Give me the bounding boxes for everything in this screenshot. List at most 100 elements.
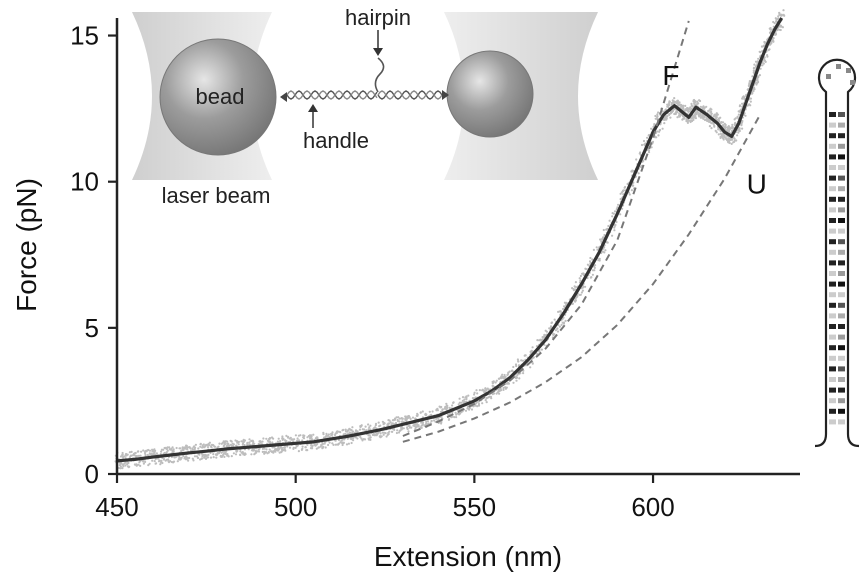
scatter-point <box>396 429 399 432</box>
scatter-point <box>556 327 559 330</box>
scatter-point <box>311 438 314 441</box>
scatter-point <box>237 443 240 446</box>
scatter-point <box>119 467 122 470</box>
scatter-point <box>522 372 525 375</box>
scatter-point <box>478 389 481 392</box>
scatter-point <box>396 419 400 423</box>
scatter-point <box>751 75 754 78</box>
scatter-point <box>690 107 693 110</box>
scatter-point <box>707 120 710 123</box>
scatter-point <box>550 326 553 329</box>
scatter-point <box>461 399 464 402</box>
scatter-point <box>761 61 764 64</box>
scatter-point <box>676 111 679 114</box>
scatter-point <box>691 119 694 123</box>
scatter-point <box>281 435 284 438</box>
scatter-point <box>210 446 213 449</box>
handle-left-strand <box>286 90 378 100</box>
base-pair-left <box>829 228 836 234</box>
scatter-point <box>554 329 558 332</box>
scatter-point <box>163 451 166 455</box>
scatter-point <box>327 433 330 436</box>
base-pair-left <box>829 408 836 414</box>
scatter-point <box>212 453 215 456</box>
scatter-point <box>498 392 501 395</box>
scatter-point <box>763 40 766 44</box>
scatter-point <box>414 426 417 429</box>
scatter-point <box>248 438 251 441</box>
scatter-point <box>682 104 685 107</box>
scatter-point <box>757 80 760 84</box>
scatter-point <box>702 117 705 120</box>
scatter-point <box>402 427 405 430</box>
base-pair-right <box>838 112 845 117</box>
scatter-point <box>497 377 500 380</box>
scatter-point <box>694 100 697 103</box>
base-pair-right <box>838 186 845 192</box>
scatter-point <box>257 450 261 453</box>
scatter-point <box>753 88 756 91</box>
scatter-point <box>580 291 584 294</box>
scatter-point <box>777 17 780 20</box>
scatter-point <box>160 459 163 462</box>
scatter-point <box>458 401 461 404</box>
scatter-point <box>737 113 741 116</box>
scatter-point <box>439 406 442 409</box>
scatter-point <box>455 413 458 416</box>
scatter-point <box>574 297 577 300</box>
scatter-point <box>242 440 245 443</box>
scatter-point <box>244 453 247 456</box>
scatter-point <box>172 448 175 451</box>
scatter-point <box>158 459 161 462</box>
scatter-point <box>621 207 624 210</box>
scatter-point <box>304 446 307 449</box>
scatter-point <box>559 310 562 313</box>
scatter-point <box>761 64 764 67</box>
scatter-point <box>622 193 625 196</box>
scatter-point <box>485 401 488 404</box>
scatter-point <box>696 100 699 103</box>
base-pair-left <box>829 334 836 340</box>
scatter-point <box>693 116 696 119</box>
scatter-point <box>520 359 523 362</box>
scatter-point <box>593 266 596 269</box>
scatter-point <box>736 115 739 118</box>
scatter-point <box>646 136 649 139</box>
scatter-point <box>142 462 145 465</box>
scatter-point <box>123 462 126 465</box>
scatter-point <box>147 448 150 452</box>
scatter-point <box>297 450 300 453</box>
scatter-point <box>346 437 349 440</box>
scatter-point <box>321 442 324 446</box>
base-pair-left <box>829 281 836 287</box>
scatter-point <box>774 31 777 35</box>
scatter-point <box>232 443 235 446</box>
scatter-point <box>458 397 461 400</box>
scatter-point <box>673 97 676 100</box>
base-pair-right <box>838 271 845 276</box>
scatter-point <box>397 416 400 419</box>
scatter-point <box>352 430 355 433</box>
scatter-point <box>186 448 189 451</box>
scatter-point <box>120 462 123 465</box>
scatter-point <box>266 439 269 442</box>
scatter-point <box>582 285 585 288</box>
scatter-point <box>369 436 372 439</box>
scatter-point <box>607 224 610 228</box>
scatter-point <box>502 388 505 391</box>
scatter-point <box>341 441 344 444</box>
scatter-point <box>263 447 266 450</box>
scatter-point <box>420 421 423 424</box>
scatter-point <box>344 428 347 431</box>
scatter-point <box>752 66 756 69</box>
scatter-point <box>229 443 233 446</box>
scatter-point <box>337 443 340 446</box>
scatter-point <box>239 450 242 453</box>
scatter-point <box>769 41 773 44</box>
scatter-point <box>347 442 350 445</box>
scatter-point <box>579 274 583 278</box>
scatter-point <box>425 420 428 423</box>
scatter-point <box>261 447 264 450</box>
scatter-point <box>171 446 174 449</box>
